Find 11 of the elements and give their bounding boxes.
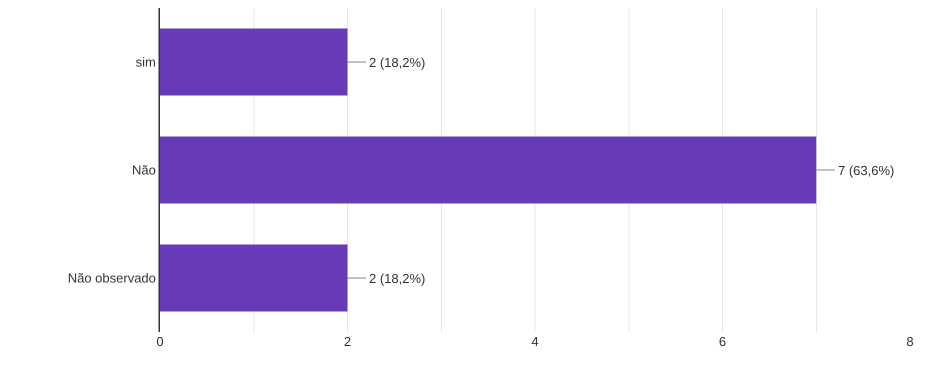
x-tick-label: 0 xyxy=(156,334,164,349)
x-tick-label: 2 xyxy=(344,334,352,349)
y-tick-label: Não xyxy=(132,162,156,178)
data-label: 2 (18,2%) xyxy=(369,55,426,70)
x-tick-label: 8 xyxy=(906,334,914,349)
data-label: 7 (63,6%) xyxy=(838,163,894,178)
data-label: 2 (18,2%) xyxy=(369,271,426,286)
y-tick-label: Não observado xyxy=(68,270,156,286)
x-tick-label: 6 xyxy=(718,334,726,349)
y-tick-label: sim xyxy=(136,54,156,70)
x-tick-label: 4 xyxy=(531,334,539,349)
